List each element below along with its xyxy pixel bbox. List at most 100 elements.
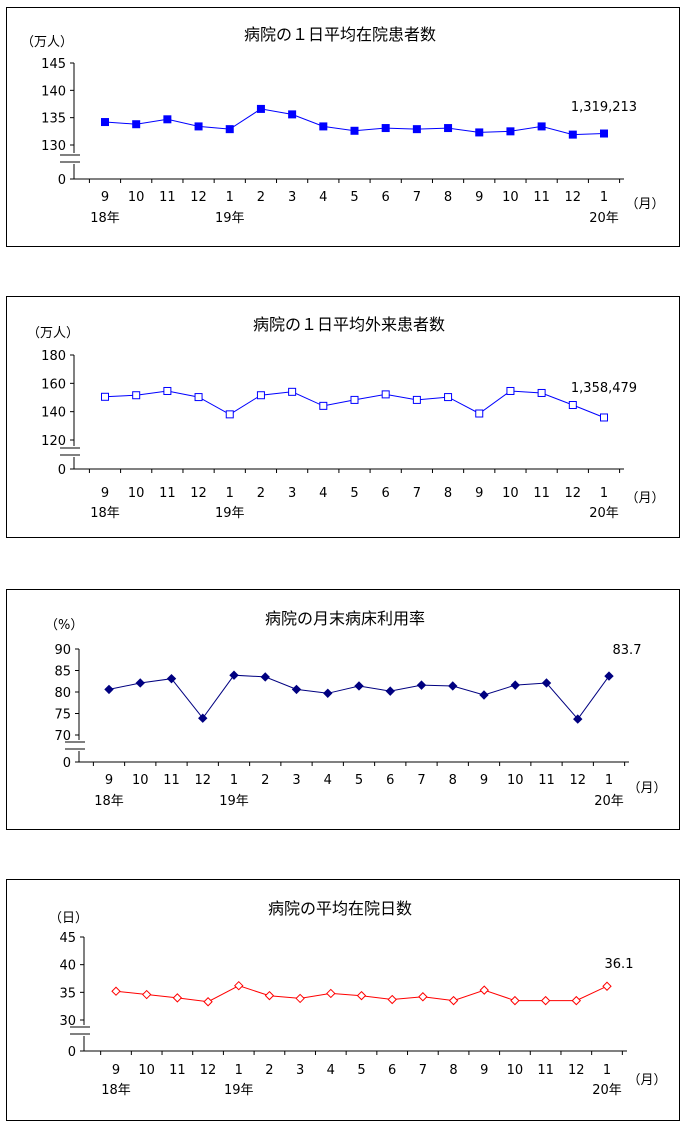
x-tick-label: 12 [568, 1063, 585, 1078]
x-tick-label: 3 [288, 486, 296, 501]
outpatient-chart-panel: 病院の１日平均外来患者数 （万人） 180 160 140 120 0 9 10 11 12 1 2 3 4… [6, 296, 680, 538]
y-tick-label: 90 [54, 643, 71, 658]
data-point [412, 125, 421, 134]
x-tick-label: 10 [502, 486, 519, 501]
x-tick-label: 12 [190, 486, 207, 501]
x-tick-label: 7 [413, 190, 421, 205]
data-point [264, 990, 275, 1001]
data-point [537, 122, 546, 131]
x-tick-label: 2 [257, 486, 265, 501]
chart-title: 病院の１日平均在院患者数 [244, 25, 436, 44]
x-tick-label: 6 [388, 1063, 396, 1078]
x-tick-label: 5 [350, 486, 358, 501]
data-point [132, 391, 141, 400]
y-tick-label: 180 [41, 349, 66, 364]
x-tick-label: 9 [105, 773, 113, 788]
y-axis-unit: （日） [49, 911, 88, 926]
data-point [288, 110, 297, 119]
data-point [444, 393, 453, 402]
year-label: 19年 [215, 211, 245, 226]
data-point [319, 122, 328, 131]
data-point [225, 410, 234, 419]
data-point [600, 413, 608, 422]
data-point [418, 992, 428, 1002]
x-tick-label: 7 [417, 773, 425, 788]
y-tick-label: 0 [63, 756, 71, 771]
data-point [111, 986, 121, 996]
x-tick-label: 6 [386, 773, 394, 788]
data-point [381, 390, 390, 399]
year-label: 20年 [589, 506, 619, 521]
data-point [288, 387, 297, 396]
data-point [571, 995, 582, 1006]
data-point [602, 981, 612, 991]
year-label: 19年 [224, 1083, 254, 1098]
x-tick-label: 12 [565, 190, 582, 205]
chart-title: 病院の平均在院日数 [268, 899, 412, 918]
y-axis-unit: （万人） [21, 35, 73, 50]
x-tick-label: 10 [507, 773, 524, 788]
x-tick-label: 1 [603, 1063, 611, 1078]
x-tick-label: 11 [537, 1063, 554, 1078]
data-point [132, 120, 141, 129]
y-tick-label: 75 [54, 708, 71, 723]
x-tick-label: 9 [480, 773, 488, 788]
x-tick-label: 10 [132, 773, 149, 788]
y-tick-label: 0 [58, 463, 66, 478]
y-tick-label: 140 [41, 406, 66, 421]
data-point [198, 713, 208, 723]
data-point [172, 993, 183, 1003]
data-point [163, 115, 172, 124]
x-tick-label: 3 [292, 773, 300, 788]
data-point [295, 993, 305, 1004]
data-point [101, 392, 109, 401]
y-tick-label: 130 [41, 139, 66, 154]
data-point [568, 401, 577, 410]
x-tick-label: 9 [475, 190, 483, 205]
x-tick-label: 10 [128, 190, 145, 205]
data-point [194, 122, 203, 131]
x-tick-label: 8 [444, 486, 452, 501]
x-axis-unit: （月） [625, 491, 664, 506]
year-label: 18年 [101, 1083, 131, 1098]
data-point [350, 126, 359, 135]
year-label: 18年 [94, 794, 124, 809]
year-label: 19年 [215, 506, 245, 521]
data-point [385, 686, 395, 696]
y-tick-label: 80 [54, 686, 71, 701]
data-point [604, 671, 614, 681]
y-tick-label: 0 [58, 173, 66, 188]
data-point [506, 127, 515, 136]
data-point [510, 995, 520, 1006]
y-tick-label: 40 [59, 959, 76, 974]
data-label: 1,319,213 [571, 100, 637, 115]
data-point [475, 128, 484, 137]
x-tick-label: 10 [502, 190, 519, 205]
x-tick-label: 9 [480, 1063, 488, 1078]
data-point [256, 391, 265, 400]
y-tick-label: 35 [59, 986, 76, 1001]
data-point [448, 681, 458, 691]
x-tick-label: 9 [475, 486, 483, 501]
data-point [412, 395, 421, 404]
data-point [448, 995, 459, 1006]
y-tick-label: 45 [59, 931, 76, 946]
y-axis-unit: （万人） [27, 326, 79, 341]
x-tick-label: 1 [605, 773, 613, 788]
data-point [600, 129, 608, 138]
data-point [234, 980, 244, 991]
y-axis-unit: （%） [45, 618, 83, 633]
data-point [135, 678, 145, 688]
data-point [479, 985, 489, 995]
y-tick-label: 160 [41, 377, 66, 392]
inpatient-chart-panel: 病院の１日平均在院患者数 （万人） 145 140 135 130 0 9 10 11 12 1 2 3 4… [6, 7, 680, 247]
x-tick-label: 2 [257, 190, 265, 205]
data-point [475, 409, 484, 418]
data-point [326, 988, 336, 999]
x-tick-label: 3 [296, 1063, 304, 1078]
x-tick-label: 11 [159, 190, 176, 205]
x-tick-label: 9 [101, 486, 109, 501]
x-tick-label: 11 [169, 1063, 186, 1078]
